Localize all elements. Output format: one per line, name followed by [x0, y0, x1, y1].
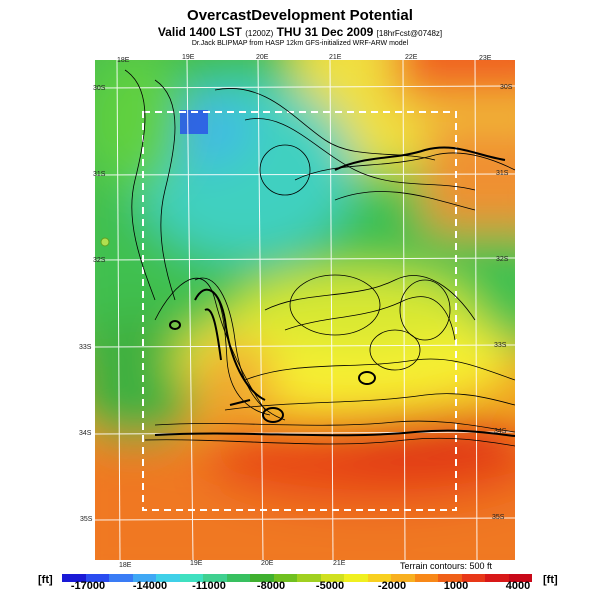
forecast-run: [18hrFcst@0748z] — [376, 29, 443, 38]
forecast-map — [95, 60, 515, 560]
lat-tick-left: 31S — [93, 171, 106, 178]
colorbar-swatch — [226, 574, 250, 582]
colorbar-swatch — [320, 574, 344, 582]
colorbar-unit-left: [ft] — [38, 574, 53, 586]
lon-tick: 21E — [329, 54, 342, 61]
valid-utc: (1200Z) — [245, 29, 274, 38]
colorbar-swatch — [156, 574, 180, 582]
model-subtitle: Dr.Jack BLIPMAP from HASP 12km GFS-initi… — [191, 40, 409, 47]
lon-tick: 22E — [405, 54, 418, 61]
lon-tick: 23E — [479, 55, 492, 62]
lat-tick-left: 35S — [80, 516, 93, 523]
lon-tick: 19E — [182, 54, 195, 61]
colorbar-swatch — [438, 574, 462, 582]
colorbar-label: -17000 — [70, 580, 106, 592]
colorbar-label: 1000 — [443, 580, 469, 592]
lon-tick-bottom: 21E — [333, 560, 346, 567]
colorbar-swatch — [132, 574, 156, 582]
colorbar-swatch — [109, 574, 133, 582]
lat-tick-left: 34S — [79, 430, 92, 437]
contour-note: Terrain contours: 500 ft — [400, 561, 493, 571]
colorbar-swatch — [297, 574, 321, 582]
colorbar-swatch — [485, 574, 509, 582]
lat-tick-right: 30S — [500, 84, 513, 91]
colorbar-swatch — [391, 574, 415, 582]
colorbar-label: -2000 — [377, 580, 407, 592]
lon-tick: 18E — [117, 57, 130, 64]
colorbar-unit-right: [ft] — [543, 574, 558, 586]
colorbar-swatch — [85, 574, 109, 582]
colorbar-swatch — [250, 574, 274, 582]
colorbar-label: 4000 — [505, 580, 531, 592]
lat-tick-right: 35S — [492, 514, 505, 521]
lon-tick: 20E — [256, 54, 269, 61]
terrain-contours — [124, 69, 515, 447]
lon-tick-bottom: 18E — [119, 562, 132, 569]
lat-tick-right: 34S — [494, 428, 507, 435]
colorbar-swatch — [414, 574, 438, 582]
colorbar — [62, 574, 532, 582]
lat-tick-left: 32S — [93, 257, 106, 264]
lon-tick-bottom: 20E — [261, 560, 274, 567]
colorbar-swatch — [179, 574, 203, 582]
terrain-feature-marker — [100, 237, 110, 247]
colorbar-swatch — [273, 574, 297, 582]
colorbar-swatch — [203, 574, 227, 582]
colorbar-swatch — [367, 574, 391, 582]
lat-lon-grid — [95, 60, 515, 560]
domain-boundary — [142, 111, 457, 511]
terrain-contours-bold — [154, 146, 515, 437]
valid-time: Valid 1400 LST (1200Z) THU 31 Dec 2009 [… — [0, 25, 600, 39]
valid-date: THU 31 Dec 2009 — [276, 25, 374, 39]
lat-tick-right: 32S — [496, 256, 509, 263]
colorbar-label: -5000 — [315, 580, 345, 592]
lon-tick-bottom: 19E — [190, 560, 203, 567]
lat-tick-right: 33S — [494, 342, 507, 349]
colorbar-swatch — [508, 574, 532, 582]
colorbar-label: -14000 — [132, 580, 168, 592]
valid-main: Valid 1400 LST — [157, 25, 242, 39]
colorbar-swatch — [461, 574, 485, 582]
lat-tick-left: 30S — [93, 85, 106, 92]
colorbar-swatch — [62, 574, 86, 582]
colorbar-swatch — [344, 574, 368, 582]
map-title: OvercastDevelopment Potential — [187, 7, 413, 24]
lat-tick-left: 33S — [79, 344, 92, 351]
colorbar-label: -11000 — [192, 580, 226, 592]
color-field — [95, 60, 515, 560]
lat-tick-right: 31S — [496, 170, 509, 177]
colorbar-label: -8000 — [256, 580, 286, 592]
